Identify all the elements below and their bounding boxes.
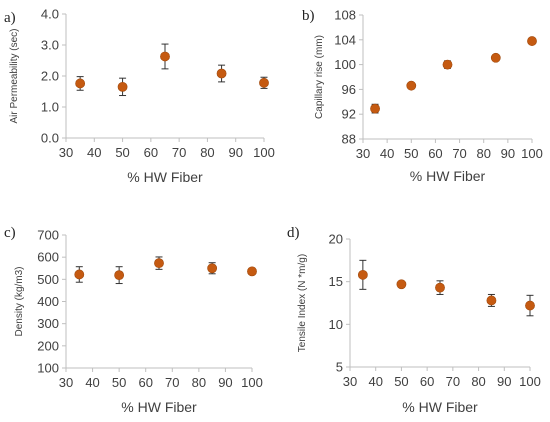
data-point [247, 266, 257, 277]
data-point [490, 52, 501, 63]
x-tick-label: 30 [343, 374, 357, 389]
data-point [154, 258, 164, 269]
panel-label: c) [4, 225, 16, 241]
y-tick-label: 4.0 [41, 7, 59, 22]
x-tick-label: 40 [87, 145, 101, 160]
x-tick-label: 50 [394, 374, 408, 389]
x-tick-label: 70 [452, 146, 466, 161]
panel-label: b) [302, 8, 315, 24]
data-point [160, 51, 170, 62]
x-tick-label: 90 [218, 375, 232, 390]
data-point [406, 80, 417, 91]
panel-c: c) Density (kg/m3) % HW Fiber 100 200 300 4… [4, 225, 263, 415]
y-axis-title: Tensile Index (N *m/g) [297, 254, 308, 352]
x-tick-label: 40 [85, 375, 99, 390]
data-point [486, 295, 497, 306]
x-tick-label: 40 [380, 146, 394, 161]
x-tick-label: 60 [138, 375, 152, 390]
x-axis-title: % HW Fiber [127, 169, 203, 185]
data-point [435, 282, 445, 293]
y-axis-title: Air Permeability (sec) [9, 28, 20, 123]
x-tick-label: 50 [112, 375, 126, 390]
panel-label: d) [287, 225, 300, 241]
x-tick-label: 80 [471, 374, 485, 389]
y-tick-label: 5 [336, 360, 343, 375]
y-tick-label: 104 [334, 32, 356, 47]
y-tick-label: 3.0 [41, 38, 59, 53]
data-point [259, 77, 269, 88]
panel-a: a) Air Permeability (sec) % HW Fiber 0.0… [4, 7, 275, 186]
y-tick-label: 400 [37, 294, 59, 309]
x-tick-label: 100 [253, 145, 275, 160]
y-tick-label: 88 [342, 132, 356, 147]
y-tick-label: 20 [329, 232, 343, 247]
data-point [114, 270, 125, 281]
y-tick-label: 92 [342, 107, 356, 122]
data-point [357, 269, 368, 280]
y-tick-label: 200 [37, 338, 59, 353]
x-tick-label: 30 [59, 145, 73, 160]
y-tick-label: 108 [334, 8, 356, 23]
x-tick-label: 30 [59, 375, 73, 390]
x-axis-title: % HW Fiber [410, 168, 486, 184]
y-tick-label: 96 [342, 82, 356, 97]
x-tick-label: 80 [200, 145, 214, 160]
panel-d: d) Tensile Index (N *m/g) % HW Fiber 5 10… [287, 225, 541, 415]
y-tick-label: 15 [329, 274, 343, 289]
data-point [442, 59, 453, 70]
x-tick-label: 90 [501, 146, 515, 161]
data-point [370, 103, 380, 114]
data-point [74, 269, 85, 280]
y-axis-title: Capillary rise (mm) [314, 35, 325, 119]
x-tick-label: 70 [446, 374, 460, 389]
y-tick-label: 2.0 [41, 69, 59, 84]
y-tick-label: 1.0 [41, 100, 59, 115]
x-tick-label: 40 [368, 374, 382, 389]
y-tick-label: 700 [37, 228, 59, 243]
x-axis-title: % HW Fiber [402, 399, 478, 415]
data-point [527, 36, 537, 46]
y-tick-label: 100 [37, 361, 59, 376]
data-point [75, 78, 86, 89]
x-tick-label: 90 [228, 145, 242, 160]
y-tick-label: 10 [329, 317, 343, 332]
y-tick-label: 600 [37, 250, 59, 265]
data-point [216, 68, 227, 79]
x-tick-label: 70 [172, 145, 186, 160]
x-tick-label: 60 [428, 146, 442, 161]
data-point [525, 300, 535, 311]
data-point [207, 263, 218, 274]
x-tick-label: 60 [420, 374, 434, 389]
x-tick-label: 50 [115, 145, 129, 160]
x-axis-title: % HW Fiber [121, 399, 197, 415]
x-tick-label: 100 [519, 374, 541, 389]
x-tick-label: 80 [476, 146, 490, 161]
x-tick-label: 70 [165, 375, 179, 390]
x-tick-label: 30 [356, 146, 370, 161]
y-tick-label: 500 [37, 272, 59, 287]
y-axis-title: Density (kg/m3) [14, 266, 25, 336]
x-tick-label: 90 [497, 374, 511, 389]
panel-label: a) [4, 10, 16, 26]
y-tick-label: 0.0 [41, 131, 59, 146]
data-point [117, 81, 128, 92]
panel-b: b) Capillary rise (mm) % HW Fiber 88 92 96… [302, 8, 543, 185]
x-tick-label: 100 [241, 375, 263, 390]
x-tick-label: 50 [404, 146, 418, 161]
y-tick-label: 300 [37, 316, 59, 331]
x-tick-label: 60 [144, 145, 158, 160]
y-tick-label: 100 [334, 57, 356, 72]
data-point [396, 279, 407, 290]
x-tick-label: 80 [192, 375, 206, 390]
x-tick-label: 100 [521, 146, 543, 161]
